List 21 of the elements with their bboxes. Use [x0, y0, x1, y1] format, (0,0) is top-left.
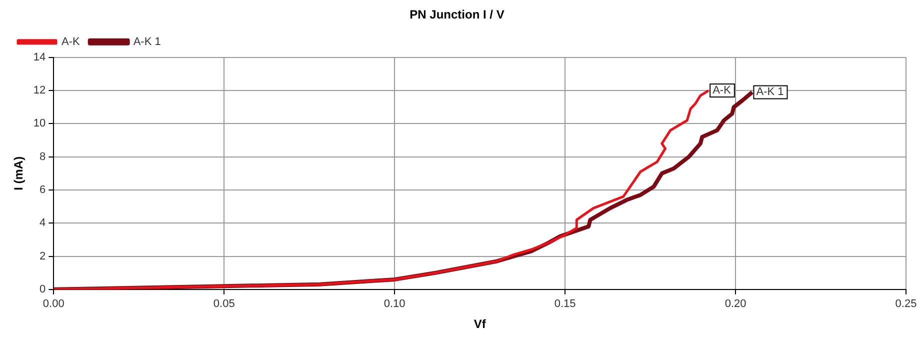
y-tick-label: 14	[33, 51, 46, 64]
x-tick-label: 0.05	[213, 298, 235, 310]
legend-label: A-K	[62, 36, 80, 48]
y-tick-label: 8	[40, 150, 46, 163]
y-tick-label: 12	[33, 84, 46, 97]
y-axis-title: I (mA)	[12, 156, 26, 190]
x-tick-label: 0.25	[895, 298, 917, 310]
chart-title: PN Junction I / V	[410, 8, 504, 22]
y-tick-label: 6	[40, 184, 46, 196]
x-tick-label: 0.20	[724, 298, 746, 310]
annotation: A-K	[712, 84, 732, 97]
annotation: A-K 1	[756, 86, 784, 98]
legend-label: A-K 1	[133, 36, 161, 48]
y-tick-label: 4	[40, 217, 46, 230]
y-tick-label: 2	[40, 250, 46, 262]
y-tick-label: 10	[33, 118, 46, 130]
x-axis-title: Vf	[474, 317, 487, 332]
x-tick-label: 0.10	[384, 298, 406, 310]
x-tick-label: 0.15	[554, 298, 576, 310]
x-tick-label: 0.00	[42, 298, 64, 310]
y-tick-label: 0	[40, 283, 46, 296]
